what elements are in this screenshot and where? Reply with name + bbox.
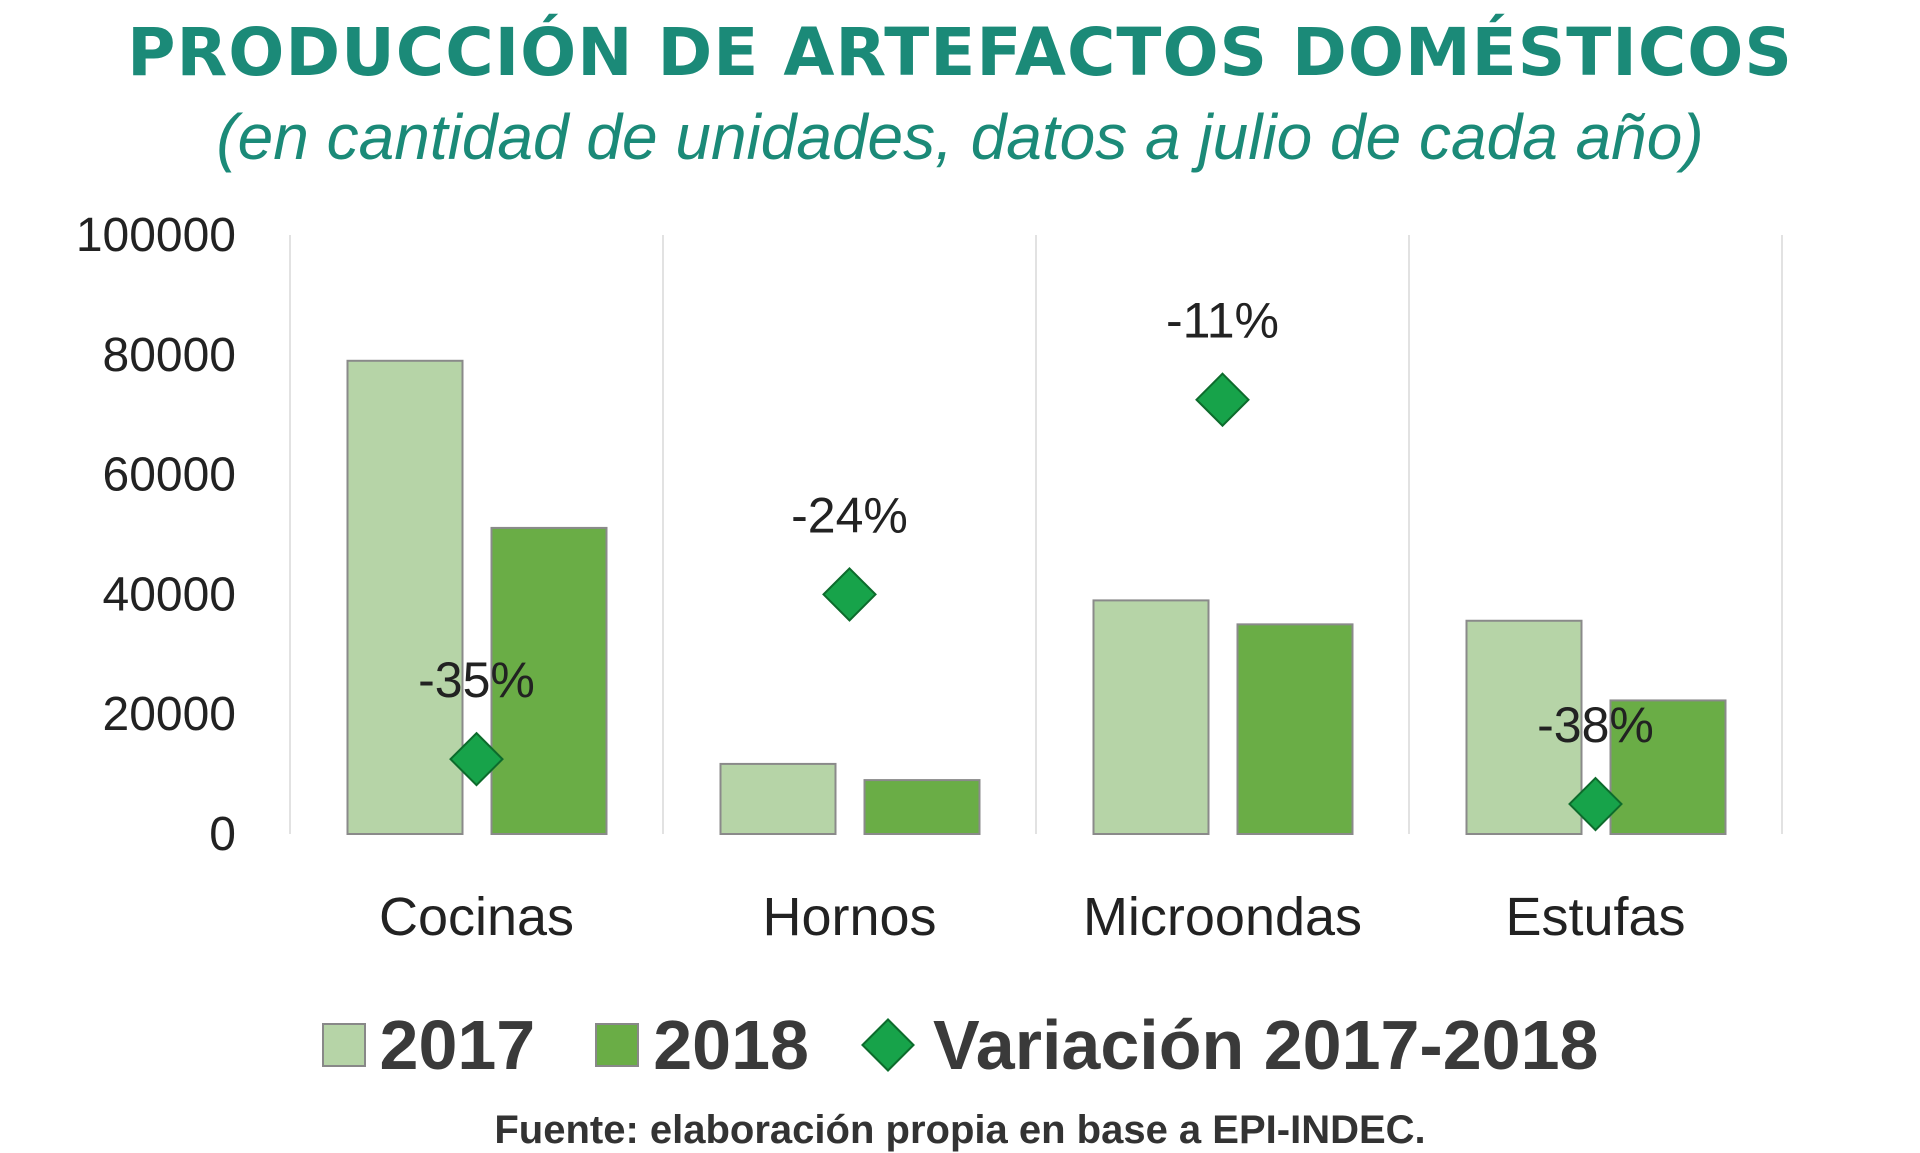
variation-label: -24% bbox=[791, 487, 908, 543]
variation-label: -11% bbox=[1166, 293, 1279, 349]
variation-marker-cocinas bbox=[449, 731, 504, 787]
source-note: Fuente: elaboración propia en base a EPI… bbox=[494, 1108, 1426, 1152]
y-tick-label: 0 bbox=[209, 808, 236, 861]
x-tick-label: Estufas bbox=[1505, 887, 1685, 947]
legend-diamond-icon bbox=[861, 1018, 915, 1072]
legend-label: Variación 2017-2018 bbox=[932, 1006, 1599, 1084]
bar-2018-cocinas bbox=[490, 526, 608, 835]
variation-marker-microondas bbox=[1195, 372, 1250, 428]
bar-2018-hornos bbox=[863, 779, 981, 836]
bar-2017-microondas bbox=[1092, 599, 1210, 836]
bar-2018-estufas bbox=[1609, 699, 1727, 835]
legend-label: 2018 bbox=[653, 1006, 809, 1084]
bar-2017-estufas bbox=[1465, 619, 1583, 835]
y-tick-label: 20000 bbox=[103, 688, 236, 741]
variation-marker-hornos bbox=[822, 566, 877, 622]
x-tick-label: Hornos bbox=[762, 887, 936, 947]
variation-marker-estufas bbox=[1568, 776, 1623, 832]
x-tick-label: Cocinas bbox=[379, 887, 574, 947]
legend: 2017 2018 Variación 2017-2018 bbox=[0, 1005, 1920, 1085]
legend-item-variacion: Variación 2017-2018 bbox=[861, 1005, 1599, 1085]
legend-item-2017: 2017 bbox=[321, 1005, 536, 1085]
bar-2017-cocinas bbox=[346, 359, 464, 835]
bar-2018-microondas bbox=[1236, 623, 1354, 835]
variation-label: -38% bbox=[1537, 697, 1654, 753]
legend-label: 2017 bbox=[379, 1006, 536, 1084]
y-tick-label: 40000 bbox=[103, 568, 236, 621]
y-tick-label: 100000 bbox=[76, 209, 236, 262]
y-tick-label: 80000 bbox=[103, 329, 236, 382]
legend-swatch-2018 bbox=[595, 1023, 640, 1067]
bar-2017-hornos bbox=[719, 762, 837, 835]
x-tick-label: Microondas bbox=[1083, 887, 1362, 947]
legend-swatch-2017 bbox=[321, 1023, 366, 1067]
y-tick-label: 60000 bbox=[103, 449, 236, 502]
variation-label: -35% bbox=[418, 652, 535, 708]
legend-item-2018: 2018 bbox=[595, 1005, 809, 1085]
chart-subtitle: (en cantidad de unidades, datos a julio … bbox=[216, 101, 1704, 173]
chart-title: PRODUCCIÓN DE ARTEFACTOS DOMÉSTICOS bbox=[127, 14, 1793, 91]
